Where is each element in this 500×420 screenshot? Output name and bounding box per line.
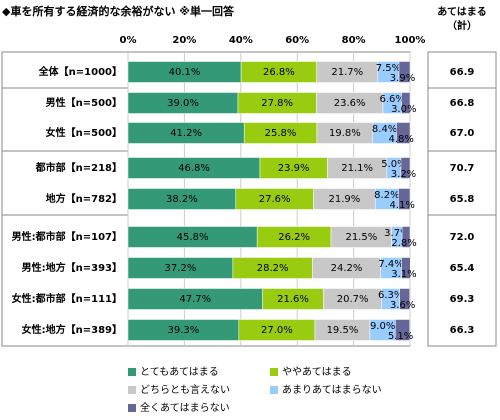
value-label: 8.4% xyxy=(372,124,397,135)
bar-segment xyxy=(398,188,411,210)
legend-swatch xyxy=(128,368,136,376)
total-frame xyxy=(427,51,497,347)
bar-segment xyxy=(400,157,411,179)
legend-label: ややあてはまる xyxy=(282,366,352,378)
total-label: 65.8 xyxy=(450,194,475,205)
category-label: 男性:都市部【n=107】 xyxy=(12,230,122,243)
legend-label: あまりあてはまらない xyxy=(282,384,382,396)
value-label: 21.9% xyxy=(329,194,361,205)
value-label: 45.8% xyxy=(177,232,209,243)
total-label: 67.0 xyxy=(450,128,475,139)
value-label: 4.1% xyxy=(390,200,415,211)
value-label: 38.2% xyxy=(166,194,198,205)
value-label: 28.2% xyxy=(257,263,289,274)
legend-swatch xyxy=(128,404,136,412)
value-label: 41.2% xyxy=(170,128,202,139)
value-label: 39.0% xyxy=(167,98,199,109)
value-label: 23.9% xyxy=(278,163,310,174)
value-label: 19.5% xyxy=(327,325,359,336)
value-label: 3.2% xyxy=(391,169,416,180)
value-label: 37.2% xyxy=(165,263,197,274)
bar-segment xyxy=(398,61,411,83)
legend-label: 全くあてはまらない xyxy=(140,401,230,414)
value-label: 46.8% xyxy=(178,163,210,174)
total-label: 70.7 xyxy=(450,163,475,174)
category-label: 全体【n=1000】 xyxy=(38,65,122,78)
value-label: 26.2% xyxy=(278,232,310,243)
legend-swatch xyxy=(128,386,136,394)
category-label: 女性:都市部【n=111】 xyxy=(12,292,122,305)
category-label: 女性【n=500】 xyxy=(46,126,122,139)
value-label: 27.0% xyxy=(261,325,293,336)
total-label: 66.3 xyxy=(450,325,475,336)
value-label: 9.0% xyxy=(370,321,395,332)
value-label: 6.3% xyxy=(378,290,403,301)
value-label: 3.7% xyxy=(384,228,409,239)
total-label: 69.3 xyxy=(450,294,475,305)
x-tick-label: 80% xyxy=(342,35,366,46)
bar-segment xyxy=(395,319,410,341)
chart-title: ◆車を所有する経済的な余裕がない ※単一回答 xyxy=(2,4,235,18)
legend-swatch xyxy=(270,386,278,394)
value-label: 7.5% xyxy=(376,63,401,74)
category-label: 地方【n=782】 xyxy=(46,192,122,205)
value-label: 27.6% xyxy=(259,194,291,205)
value-label: 21.7% xyxy=(331,67,363,78)
bar-segment xyxy=(401,257,411,279)
value-label: 3.9% xyxy=(390,73,415,84)
x-tick-label: 0% xyxy=(120,35,137,46)
category-label: 男性:地方【n=393】 xyxy=(22,261,122,274)
value-label: 3.0% xyxy=(391,104,416,115)
category-label: 女性:地方【n=389】 xyxy=(22,323,122,336)
total-label: 65.4 xyxy=(450,263,475,274)
value-label: 26.8% xyxy=(263,67,295,78)
total-label: 66.8 xyxy=(450,98,475,109)
value-label: 5.1% xyxy=(388,331,413,342)
bar-segment xyxy=(401,92,411,114)
value-label: 40.1% xyxy=(169,67,201,78)
value-label: 24.2% xyxy=(331,263,363,274)
total-header: （計） xyxy=(447,19,477,32)
value-label: 27.8% xyxy=(261,98,293,109)
value-label: 21.1% xyxy=(341,163,373,174)
value-label: 47.7% xyxy=(179,294,211,305)
x-tick-label: 60% xyxy=(285,35,309,46)
value-label: 2.8% xyxy=(391,238,416,249)
value-label: 6.6% xyxy=(380,94,405,105)
value-label: 19.8% xyxy=(329,128,361,139)
total-label: 66.9 xyxy=(450,67,475,78)
category-label: 男性【n=500】 xyxy=(46,96,122,109)
category-label: 都市部【n=218】 xyxy=(35,161,122,174)
legend-label: とてもあてはまる xyxy=(140,366,219,378)
value-label: 25.8% xyxy=(265,128,297,139)
value-label: 21.6% xyxy=(277,294,309,305)
value-label: 39.3% xyxy=(168,325,200,336)
x-tick-label: 20% xyxy=(172,35,196,46)
value-label: 21.5% xyxy=(345,232,377,243)
x-tick-label: 40% xyxy=(229,35,253,46)
total-header: あてはまる xyxy=(437,5,487,18)
value-label: 3.6% xyxy=(390,300,415,311)
legend-swatch xyxy=(270,368,278,376)
x-tick-label: 100% xyxy=(395,35,426,46)
total-label: 72.0 xyxy=(450,232,475,243)
legend-label: どちらとも言えない xyxy=(140,383,230,396)
value-label: 8.2% xyxy=(374,190,399,201)
bar-segment xyxy=(396,122,411,144)
value-label: 23.6% xyxy=(334,98,366,109)
value-label: 4.8% xyxy=(389,134,414,145)
value-label: 20.7% xyxy=(337,294,369,305)
value-label: 5.0% xyxy=(381,159,406,170)
bar-segment xyxy=(399,288,410,310)
bar-segment xyxy=(401,226,411,248)
value-label: 3.1% xyxy=(391,269,416,280)
value-label: 7.4% xyxy=(378,259,403,270)
